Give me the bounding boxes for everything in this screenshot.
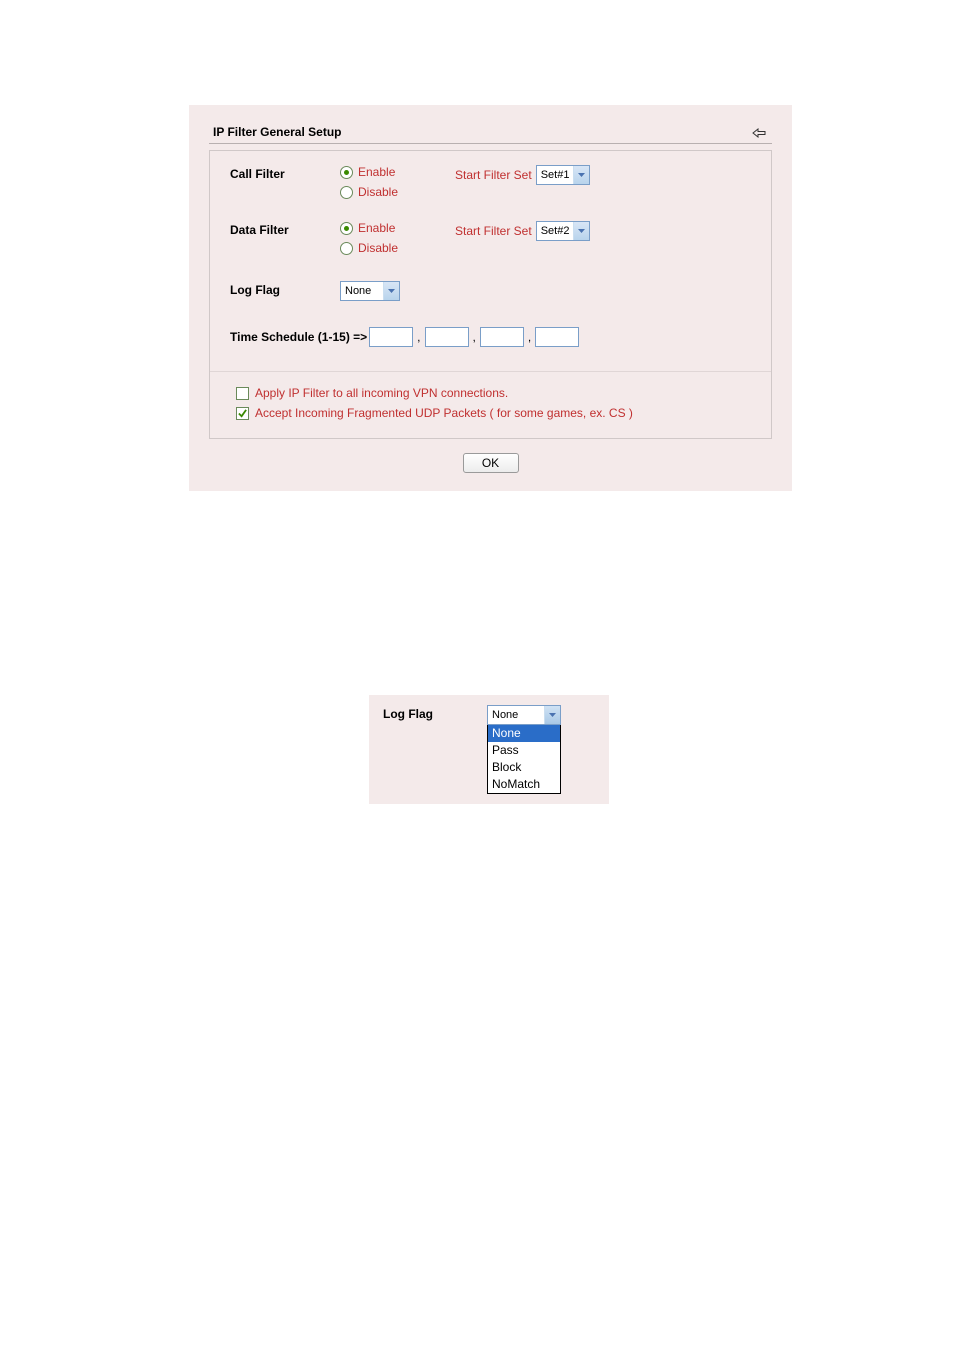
time-schedule-input-1[interactable] [369, 327, 413, 347]
log-flag-option-none[interactable]: None [488, 725, 560, 742]
call-filter-radios: Enable Disable [340, 165, 455, 199]
radio-selected-icon [340, 222, 353, 235]
panel-header: IP Filter General Setup [189, 105, 792, 139]
start-filter-set-label: Start Filter Set [455, 224, 532, 238]
chevron-down-icon [383, 282, 399, 300]
time-schedule-label: Time Schedule (1-15) => [230, 330, 367, 344]
log-flag-label: Log Flag [230, 281, 340, 297]
log-flag-row: Log Flag None [210, 255, 771, 301]
log-flag-dropdown-open: None None Pass Block NoMatch [487, 705, 561, 794]
enable-label: Enable [358, 221, 395, 235]
call-filter-set-select[interactable]: Set#1 [536, 165, 591, 185]
data-filter-enable-radio[interactable]: Enable [340, 221, 455, 235]
ip-filter-panel: IP Filter General Setup Call Filter Enab… [189, 105, 792, 491]
call-filter-startset: Start Filter Set Set#1 [455, 165, 590, 185]
data-filter-startset: Start Filter Set Set#2 [455, 221, 590, 241]
time-schedule-input-3[interactable] [480, 327, 524, 347]
accept-udp-label: Accept Incoming Fragmented UDP Packets (… [255, 406, 633, 420]
checkbox-checked-icon [236, 407, 249, 420]
chevron-down-icon [573, 222, 589, 240]
separator: , [471, 330, 478, 344]
log-flag-select-open[interactable]: None [487, 705, 561, 725]
select-value: None [341, 285, 383, 297]
separator: , [415, 330, 422, 344]
radio-unselected-icon [340, 242, 353, 255]
call-filter-row: Call Filter Enable Disable Start Filter … [210, 151, 771, 199]
form-content: Call Filter Enable Disable Start Filter … [209, 150, 772, 439]
call-filter-label: Call Filter [230, 165, 340, 181]
select-value: None [488, 709, 544, 721]
log-flag-select[interactable]: None [340, 281, 400, 301]
apply-vpn-label: Apply IP Filter to all incoming VPN conn… [255, 386, 508, 400]
disable-label: Disable [358, 185, 398, 199]
start-filter-set-label: Start Filter Set [455, 168, 532, 182]
data-filter-radios: Enable Disable [340, 221, 455, 255]
log-flag-option-pass[interactable]: Pass [488, 742, 560, 759]
accept-udp-checkbox[interactable]: Accept Incoming Fragmented UDP Packets (… [236, 406, 751, 420]
panel-title: IP Filter General Setup [213, 125, 341, 139]
ok-button[interactable]: OK [463, 453, 519, 473]
log-flag-option-nomatch[interactable]: NoMatch [488, 776, 560, 793]
disable-label: Disable [358, 241, 398, 255]
data-filter-disable-radio[interactable]: Disable [340, 241, 455, 255]
data-filter-set-select[interactable]: Set#2 [536, 221, 591, 241]
chevron-down-icon [573, 166, 589, 184]
select-value: Set#1 [537, 169, 574, 181]
data-filter-label: Data Filter [230, 221, 340, 237]
time-schedule-row: Time Schedule (1-15) => , , , [210, 301, 771, 365]
call-filter-enable-radio[interactable]: Enable [340, 165, 455, 179]
radio-selected-icon [340, 166, 353, 179]
checkbox-unchecked-icon [236, 387, 249, 400]
data-filter-row: Data Filter Enable Disable Start Filter … [210, 199, 771, 255]
select-value: Set#2 [537, 225, 574, 237]
radio-unselected-icon [340, 186, 353, 199]
log-flag-option-list: None Pass Block NoMatch [487, 725, 561, 794]
time-schedule-input-4[interactable] [535, 327, 579, 347]
separator: , [526, 330, 533, 344]
ok-row: OK [189, 453, 792, 473]
time-schedule-input-2[interactable] [425, 327, 469, 347]
call-filter-disable-radio[interactable]: Disable [340, 185, 455, 199]
log-flag-label: Log Flag [383, 705, 433, 721]
enable-label: Enable [358, 165, 395, 179]
log-flag-expanded-snippet: Log Flag None None Pass Block NoMatch [369, 695, 609, 804]
header-rule [209, 143, 772, 144]
log-flag-option-block[interactable]: Block [488, 759, 560, 776]
back-arrow-icon[interactable] [752, 127, 768, 141]
checkbox-section: Apply IP Filter to all incoming VPN conn… [210, 372, 771, 438]
chevron-down-icon [544, 706, 560, 724]
apply-vpn-checkbox[interactable]: Apply IP Filter to all incoming VPN conn… [236, 386, 751, 400]
